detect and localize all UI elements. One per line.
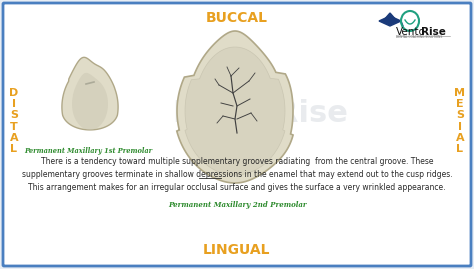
Polygon shape: [185, 47, 285, 175]
Polygon shape: [62, 57, 118, 130]
Text: M
E
S
I
A
L: M E S I A L: [455, 88, 465, 154]
Polygon shape: [177, 31, 293, 183]
Text: DentoRise: DentoRise: [172, 100, 348, 129]
Polygon shape: [383, 13, 397, 21]
Polygon shape: [72, 73, 108, 130]
FancyBboxPatch shape: [3, 3, 471, 266]
Text: Rise: Rise: [421, 27, 446, 37]
Text: Permanent Maxillary 1st Premolar: Permanent Maxillary 1st Premolar: [24, 147, 152, 155]
Text: BUCCAL: BUCCAL: [206, 11, 268, 25]
Text: Permanent Maxillary 2nd Premolar: Permanent Maxillary 2nd Premolar: [168, 201, 306, 209]
Text: DENTAL COACHING SOLUTIONS: DENTAL COACHING SOLUTIONS: [396, 35, 442, 39]
Text: D
I
S
T
A
L: D I S T A L: [9, 88, 18, 154]
Text: LINGUAL: LINGUAL: [203, 243, 271, 257]
Text: There is a tendency toward multiple supplementary grooves radiating  from the ce: There is a tendency toward multiple supp…: [22, 157, 452, 192]
Text: Vento: Vento: [396, 27, 426, 37]
Polygon shape: [379, 16, 401, 26]
